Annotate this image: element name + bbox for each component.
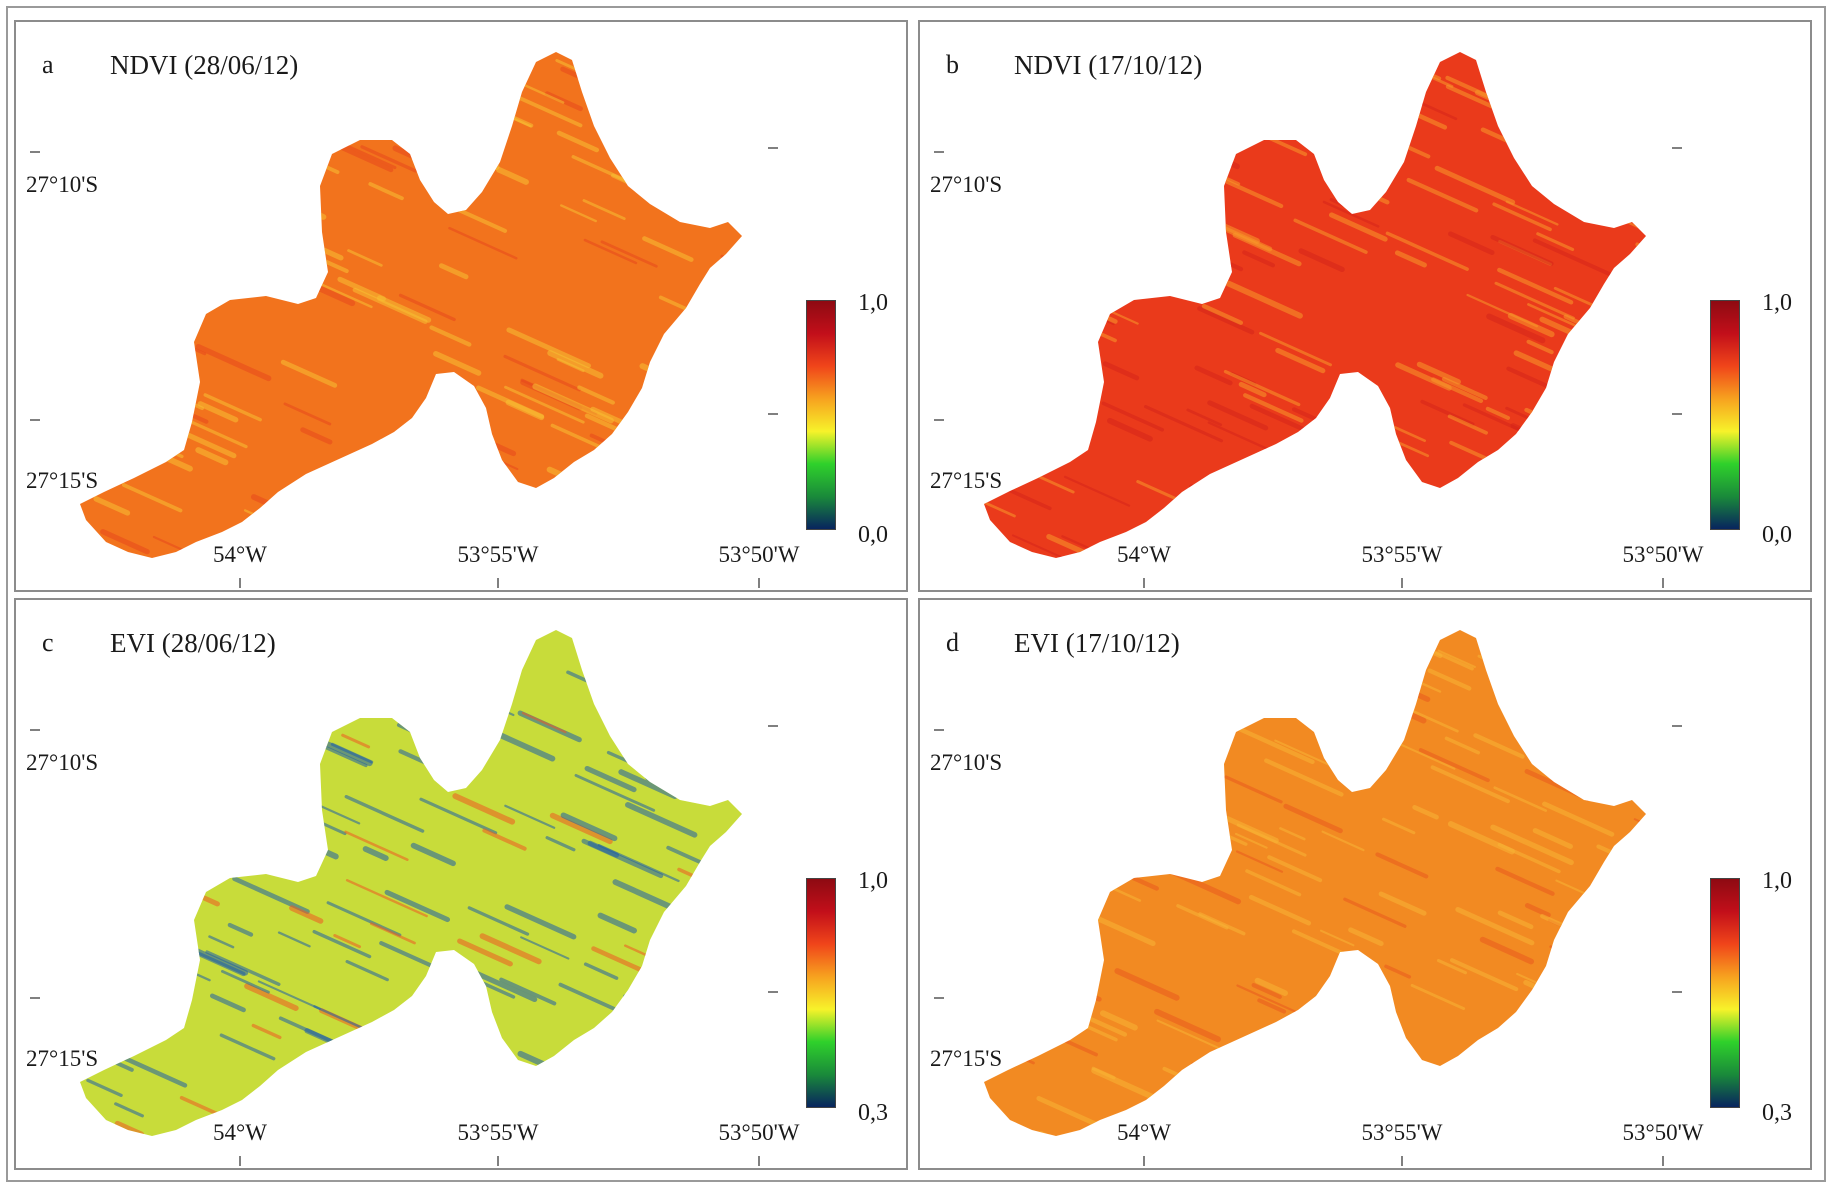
region-map [30, 630, 778, 1166]
latitude-label: 27°10'S [26, 172, 99, 197]
color-scale-bar [1710, 300, 1740, 530]
region-fill [984, 630, 1646, 1136]
legend-max-label: 1,0 [1762, 290, 1792, 316]
latitude-label: 27°15'S [26, 1046, 99, 1071]
region-map [934, 630, 1682, 1166]
figure-frame [6, 6, 1826, 1182]
panel-letter: a [42, 50, 54, 79]
latitude-label: 27°15'S [930, 1046, 1003, 1071]
longitude-label: 53°55'W [457, 1120, 539, 1145]
color-scale-bar [806, 878, 836, 1108]
latitude-label: 27°10'S [930, 750, 1003, 775]
legend-max-label: 1,0 [858, 290, 888, 316]
legend-min-label: 0,0 [1762, 522, 1792, 548]
longitude-label: 54°W [1117, 542, 1171, 567]
legend-max-label: 1,0 [1762, 868, 1792, 894]
longitude-label: 53°50'W [718, 1120, 800, 1145]
region-map [934, 52, 1682, 588]
latitude-label: 27°15'S [26, 468, 99, 493]
longitude-label: 53°55'W [1361, 542, 1443, 567]
longitude-label: 53°50'W [1622, 1120, 1704, 1145]
legend-min-label: 0,3 [1762, 1100, 1792, 1126]
map-panel-c: c EVI (28/06/12) 27°10'S 27°15'S 54°W 53… [14, 598, 908, 1170]
longitude-label: 54°W [1117, 1120, 1171, 1145]
legend-min-label: 0,3 [858, 1100, 888, 1126]
panel-letter: c [42, 628, 54, 657]
longitude-label: 53°55'W [1361, 1120, 1443, 1145]
longitude-label: 53°50'W [1622, 542, 1704, 567]
panel-letter: d [946, 628, 959, 657]
region-map [30, 52, 778, 588]
longitude-label: 53°55'W [457, 542, 539, 567]
map-panel-b: b NDVI (17/10/12) 27°10'S 27°15'S 54°W 5… [918, 20, 1812, 592]
map-panel-d: d EVI (17/10/12) 27°10'S 27°15'S 54°W 53… [918, 598, 1812, 1170]
latitude-label: 27°10'S [26, 750, 99, 775]
longitude-label: 54°W [213, 1120, 267, 1145]
panel-letter: b [946, 50, 959, 79]
latitude-label: 27°10'S [930, 172, 1003, 197]
region-fill [80, 52, 742, 558]
panel-title: EVI (28/06/12) [110, 628, 276, 658]
longitude-label: 54°W [213, 542, 267, 567]
latitude-label: 27°15'S [930, 468, 1003, 493]
legend-min-label: 0,0 [858, 522, 888, 548]
region-fill [80, 630, 742, 1136]
panel-title: NDVI (17/10/12) [1014, 50, 1203, 80]
panel-title: EVI (17/10/12) [1014, 628, 1180, 658]
map-panel-a: a NDVI (28/06/12) 27°10'S 27°15'S 54°W 5… [14, 20, 908, 592]
color-scale-bar [806, 300, 836, 530]
longitude-label: 53°50'W [718, 542, 800, 567]
legend-max-label: 1,0 [858, 868, 888, 894]
color-scale-bar [1710, 878, 1740, 1108]
panel-title: NDVI (28/06/12) [110, 50, 299, 80]
